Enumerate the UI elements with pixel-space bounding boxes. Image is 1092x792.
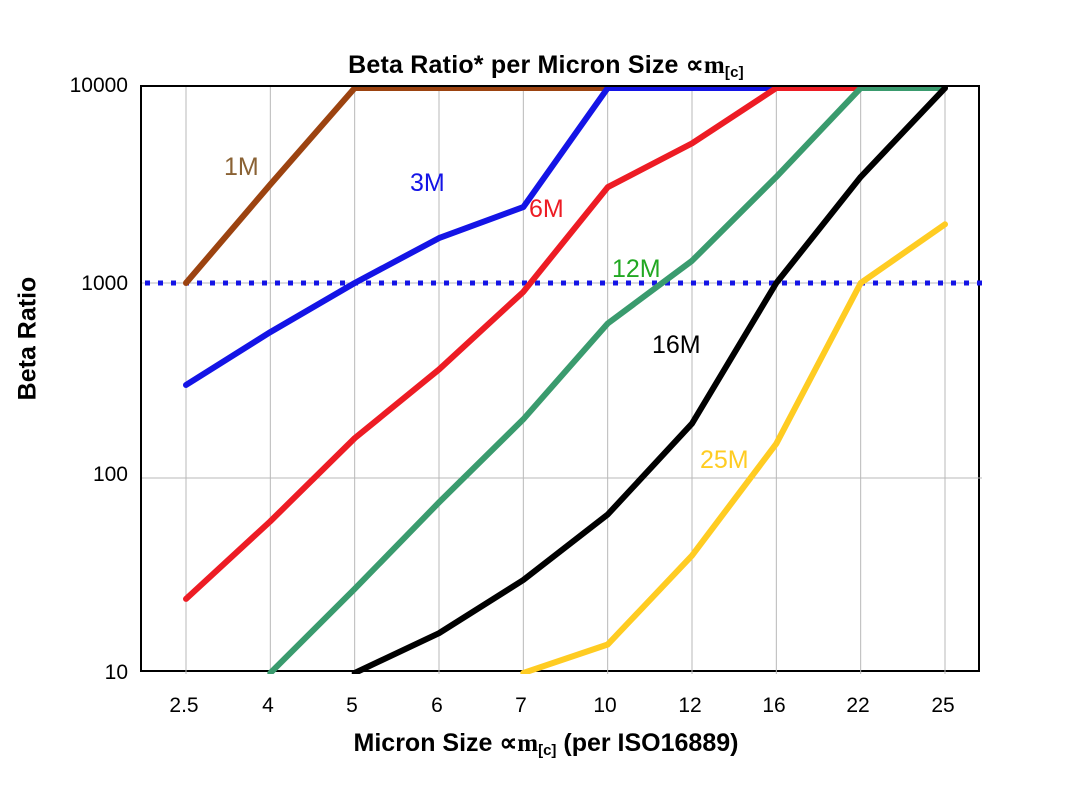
series-label-16M: 16M <box>652 331 701 359</box>
series-line-6M <box>183 87 948 602</box>
series-line-12M <box>267 87 948 674</box>
chart-title-main: Beta Ratio* per Micron Size <box>348 51 686 79</box>
x-tick-label-10: 10 <box>593 694 617 717</box>
x-tick-label-5: 5 <box>346 694 358 717</box>
x-tick-label-4: 4 <box>262 694 274 717</box>
x-tick-label-16: 16 <box>762 694 786 717</box>
x-axis-title-part2: (per ISO16889) <box>556 729 739 757</box>
gridlines <box>142 87 982 674</box>
x-tick-label-22: 22 <box>846 694 870 717</box>
x-axis-title-part1: Micron Size <box>353 729 500 757</box>
chart-title-proportional-micron: ∝m <box>685 52 725 79</box>
series-line-16M <box>351 87 948 674</box>
x-tick-label-12: 12 <box>678 694 702 717</box>
y-tick-label-1000: 1000 <box>81 272 128 295</box>
y-tick-label-10000: 10000 <box>69 74 128 97</box>
series-label-1M: 1M <box>224 153 259 181</box>
x-axis-title: Micron Size ∝m[c] (per ISO16889) <box>0 728 1092 759</box>
x-tick-label-25: 25 <box>931 694 955 717</box>
x-axis-title-proportional-micron: ∝m <box>499 730 539 757</box>
series-label-6M: 6M <box>529 195 564 223</box>
x-tick-label-6: 6 <box>431 694 443 717</box>
chart-title-subscript: [c] <box>724 64 744 81</box>
series-line-25M <box>520 221 948 674</box>
x-tick-label-7: 7 <box>515 694 527 717</box>
series-label-12M: 12M <box>612 255 661 283</box>
series-lines-group <box>183 87 948 674</box>
x-axis-title-subscript: [c] <box>538 742 557 759</box>
series-label-3M: 3M <box>410 169 445 197</box>
series-label-25M: 25M <box>700 446 749 474</box>
plot-area <box>140 85 982 674</box>
plot-svg <box>142 87 982 674</box>
y-tick-label-10: 10 <box>104 661 128 684</box>
x-tick-label-2.5: 2.5 <box>169 694 199 717</box>
y-tick-label-100: 100 <box>92 463 128 486</box>
chart-title: Beta Ratio* per Micron Size ∝m[c] <box>0 50 1092 81</box>
